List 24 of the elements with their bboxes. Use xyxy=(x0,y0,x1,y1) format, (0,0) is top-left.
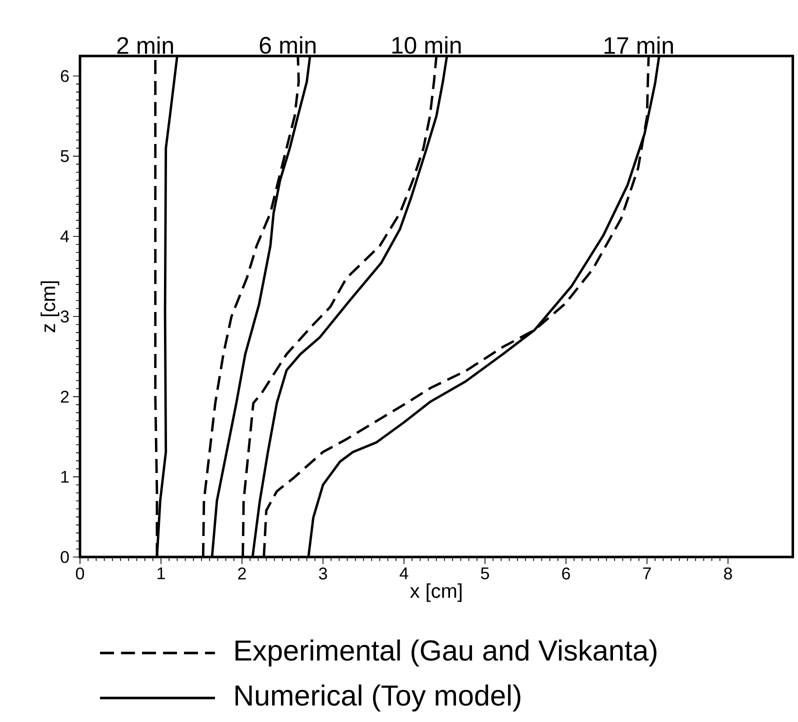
x-tick-label: 7 xyxy=(643,568,651,580)
x-tick-label: 5 xyxy=(480,568,489,580)
x-tick-label: 1 xyxy=(158,568,165,580)
x-axis-title: x [cm] xyxy=(410,583,462,602)
x-tick-label: 2 xyxy=(238,568,246,580)
y-tick-label: 0 xyxy=(60,551,69,563)
legend-label: Numerical (Toy model) xyxy=(236,684,520,712)
y-axis-title: z [cm] xyxy=(40,281,60,332)
y-tick-label: 4 xyxy=(60,230,69,242)
annotation: 10 min xyxy=(392,36,461,54)
x-tick-label: 0 xyxy=(76,568,84,580)
y-tick-label: 5 xyxy=(60,150,69,162)
x-tick-label: 8 xyxy=(724,568,732,580)
y-tick-label: 2 xyxy=(60,390,69,403)
annotation: 17 min xyxy=(604,36,673,54)
x-tick-label: 4 xyxy=(400,568,408,580)
y-tick-label: 1 xyxy=(61,471,69,483)
legend-label: Experimental (Gau and Viskanta) xyxy=(236,640,656,666)
y-tick-label: 6 xyxy=(60,70,69,82)
annotation: 2 min xyxy=(117,36,173,54)
y-tick-label: 3 xyxy=(60,310,69,323)
x-tick-label: 3 xyxy=(318,568,327,580)
x-tick-label: 6 xyxy=(562,568,570,580)
annotation: 6 min xyxy=(260,36,316,54)
